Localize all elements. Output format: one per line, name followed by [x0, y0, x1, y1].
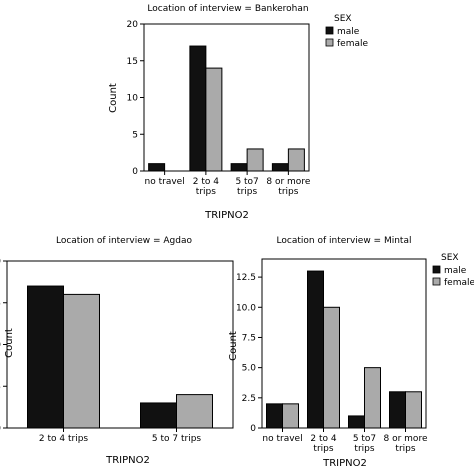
legend-label-male: male [337, 27, 360, 37]
legend-label-male: male [444, 266, 467, 276]
x-tick-label: 2 to 4 trips [310, 434, 336, 454]
x-tick-label: 8 or more trips [266, 177, 310, 197]
chart-title: Location of interview = Mintal [277, 236, 412, 246]
bar-male [307, 270, 324, 429]
bar-female [405, 391, 422, 429]
y-tick-label: 20 [0, 257, 1, 267]
bar-female [246, 148, 264, 172]
x-tick-label: 2 to 4 trips [193, 177, 219, 197]
x-tick-label: 5 to 7 trips [152, 434, 202, 444]
bar-female [323, 306, 340, 429]
plot-frame [261, 258, 427, 429]
chart-title: Location of interview = Bankerohan [147, 4, 308, 14]
y-tick-label: 20 [127, 20, 139, 30]
legend-title: SEX [441, 253, 459, 263]
x-tick-label: 5 to7 trips [235, 177, 258, 197]
chart-title: Location of interview = Agdao [56, 236, 193, 246]
legend-swatch-female [432, 277, 441, 286]
y-tick-label: 0 [132, 167, 138, 177]
y-tick-label: 5 [132, 130, 138, 140]
bar-male [148, 163, 166, 172]
x-tick-label: 2 to 4 trips [39, 434, 89, 444]
bar-female [364, 367, 381, 429]
y-axis-label: Count [4, 328, 15, 358]
bar-male [27, 285, 64, 429]
bar-male [266, 403, 283, 429]
y-tick-label: 0 [250, 424, 256, 434]
y-tick-label: 5 [0, 382, 1, 392]
bar-female [205, 67, 223, 172]
bar-female [282, 403, 299, 429]
bar-male [140, 402, 177, 429]
y-tick-label: 15 [0, 299, 1, 309]
legend-swatch-female [325, 38, 334, 47]
bar-female [63, 293, 100, 429]
legend-label-female: female [337, 39, 368, 49]
x-axis-label: TRIPNO2 [322, 458, 367, 469]
y-axis-label: Count [228, 331, 239, 361]
y-axis-label: Count [108, 83, 119, 113]
bar-female [176, 394, 213, 429]
x-axis-label: TRIPNO2 [204, 210, 249, 221]
bar-male [230, 163, 248, 172]
y-tick-label: 7.5 [242, 333, 256, 343]
plot-frame [143, 23, 310, 172]
legend-label-female: female [444, 278, 474, 288]
y-tick-label: 10 [0, 341, 1, 351]
x-tick-label: no travel [262, 434, 302, 444]
y-tick-label: 0 [0, 424, 1, 434]
x-tick-label: 5 to7 trips [353, 434, 376, 454]
y-tick-label: 10 [127, 94, 139, 104]
x-tick-label: 8 or more trips [384, 434, 428, 454]
x-axis-label: TRIPNO2 [105, 455, 150, 466]
bar-male [189, 45, 207, 172]
x-tick-label: no travel [145, 177, 185, 187]
bar-female [287, 148, 305, 172]
bar-male [348, 415, 365, 429]
y-tick-label: 10.0 [236, 303, 256, 313]
legend-title: SEX [334, 14, 352, 24]
legend-swatch-male [325, 26, 334, 35]
bar-male [271, 163, 289, 172]
bar-male [389, 391, 406, 429]
y-tick-label: 2.5 [242, 394, 256, 404]
legend-swatch-male [432, 265, 441, 274]
y-tick-label: 5.0 [242, 364, 257, 374]
y-tick-label: 12.5 [236, 273, 256, 283]
y-tick-label: 15 [127, 57, 138, 67]
